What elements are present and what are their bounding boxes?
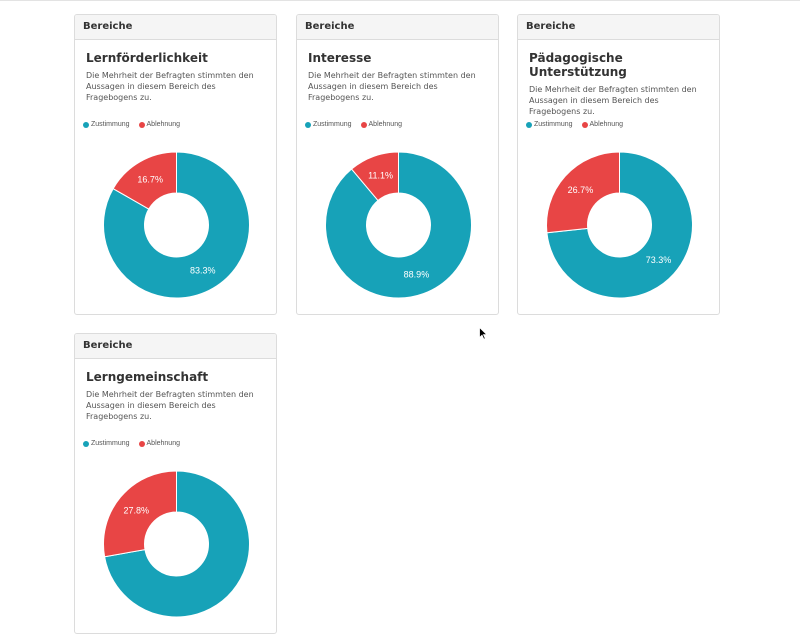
card-description: Die Mehrheit der Befragten stimmten den … (86, 71, 254, 102)
donut-slice-zustimmung[interactable] (546, 151, 693, 299)
legend-item-ablehnung[interactable]: Ablehnung (581, 121, 623, 128)
card-lerngemeinschaft: Bereiche Lerngemeinschaft Die Mehrheit d… (74, 333, 277, 634)
legend-swatch-icon (138, 121, 145, 128)
donut-slice-zustimmung[interactable] (325, 151, 472, 299)
mouse-pointer-icon (479, 327, 488, 340)
card-paedagogische-unterstuetzung: Bereiche Pädagogische Unterstützung Die … (517, 14, 720, 315)
legend-swatch-icon (360, 121, 367, 128)
slice-value-label: 26.7% (568, 185, 594, 195)
legend-label: Ablehnung (146, 121, 180, 128)
top-divider (0, 0, 800, 1)
slice-value-label: 83.3% (190, 265, 216, 275)
legend-item-ablehnung[interactable]: Ablehnung (138, 121, 180, 128)
chart-legend: Zustimmung Ablehnung (305, 121, 411, 128)
legend-label: Ablehnung (146, 440, 180, 447)
legend-label: Ablehnung (589, 121, 623, 128)
donut-slice-ablehnung[interactable] (350, 151, 399, 202)
card-description: Die Mehrheit der Befragten stimmten den … (86, 390, 254, 421)
legend-item-zustimmung[interactable]: Zustimmung (305, 121, 352, 128)
legend-label: Zustimmung (91, 121, 130, 128)
card-title: Pädagogische Unterstützung (529, 51, 627, 79)
chart-legend: Zustimmung Ablehnung (83, 121, 189, 128)
legend-item-ablehnung[interactable]: Ablehnung (138, 440, 180, 447)
legend-item-zustimmung[interactable]: Zustimmung (83, 121, 130, 128)
legend-label: Zustimmung (534, 121, 573, 128)
donut-chart: 88.9% 11.1% (325, 151, 472, 299)
card-header: Bereiche (75, 15, 276, 40)
legend-swatch-icon (83, 121, 89, 128)
card-lernfoerderlichkeit: Bereiche Lernförderlichkeit Die Mehrheit… (74, 14, 277, 315)
legend-item-zustimmung[interactable]: Zustimmung (526, 121, 573, 128)
slice-value-label: 73.3% (646, 255, 672, 265)
card-header: Bereiche (75, 334, 276, 359)
card-header: Bereiche (518, 15, 719, 40)
legend-swatch-icon (138, 440, 145, 447)
slice-value-label: 11.1% (368, 171, 393, 181)
legend-swatch-icon (581, 121, 588, 128)
donut-slice-ablehnung[interactable] (546, 151, 620, 234)
chart-legend: Zustimmung Ablehnung (83, 440, 189, 447)
card-title: Lerngemeinschaft (86, 370, 209, 384)
card-description: Die Mehrheit der Befragten stimmten den … (308, 71, 476, 102)
legend-label: Zustimmung (313, 121, 352, 128)
legend-item-zustimmung[interactable]: Zustimmung (83, 440, 130, 447)
donut-chart: 27.8% (103, 470, 250, 618)
slice-value-label: 16.7% (137, 175, 163, 185)
legend-label: Zustimmung (91, 440, 130, 447)
slice-value-label: 27.8% (123, 505, 149, 515)
legend-label: Ablehnung (368, 121, 402, 128)
donut-slice-ablehnung[interactable] (112, 151, 177, 210)
legend-swatch-icon (305, 121, 311, 128)
card-interesse: Bereiche Interesse Die Mehrheit der Befr… (296, 14, 499, 315)
donut-chart: 73.3% 26.7% (546, 151, 693, 299)
legend-item-ablehnung[interactable]: Ablehnung (360, 121, 402, 128)
donut-slice-zustimmung[interactable] (103, 151, 250, 299)
donut-chart: 83.3% 16.7% (103, 151, 250, 299)
legend-swatch-icon (526, 121, 532, 128)
card-title: Lernförderlichkeit (86, 51, 208, 65)
card-description: Die Mehrheit der Befragten stimmten den … (529, 85, 697, 116)
slice-value-label: 88.9% (404, 269, 430, 279)
card-title: Interesse (308, 51, 372, 65)
legend-swatch-icon (83, 440, 89, 447)
chart-legend: Zustimmung Ablehnung (526, 121, 632, 128)
card-header: Bereiche (297, 15, 498, 40)
